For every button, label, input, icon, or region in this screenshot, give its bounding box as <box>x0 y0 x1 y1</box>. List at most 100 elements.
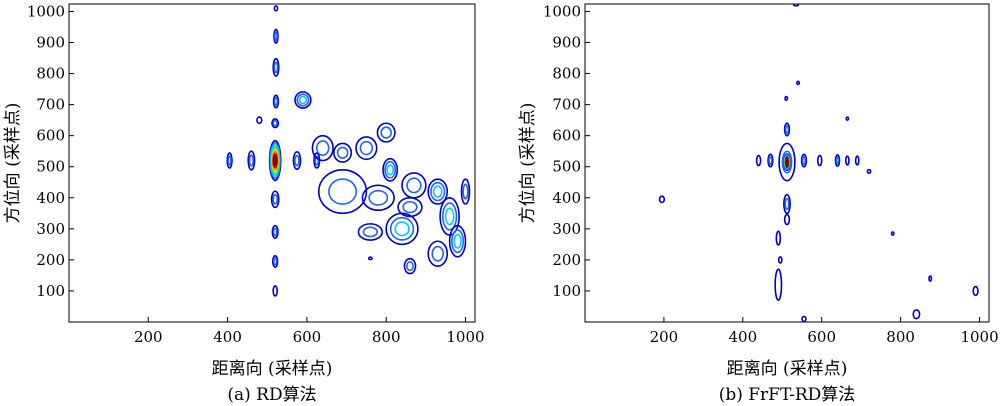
chart-a-contour-3-level-1 <box>272 227 278 237</box>
chart-a-contour-5-level-0 <box>272 285 278 297</box>
chart-a-ytick-label-8: 900 <box>36 34 65 52</box>
chart-a-contour-28-level-2 <box>444 207 455 226</box>
chart-b-yticks: 100 200 300 400 500 600 700 800 900 1000 <box>543 2 590 300</box>
chart-a-yticks: 100 200 300 400 500 600 700 800 900 1000 <box>27 2 74 300</box>
chart-a-contour-7-level-0 <box>272 57 280 77</box>
chart-a-contour-12-level-1 <box>294 154 300 167</box>
chart-a-contour-29-level-2 <box>453 233 462 249</box>
chart-a-contour-14-level-2 <box>298 95 308 105</box>
chart-b-contour-18-level-0 <box>845 116 850 121</box>
chart-b-contour-7-level-0 <box>844 155 850 166</box>
chart-a-contour-4-level-0 <box>271 255 279 268</box>
chart-a-contour-25-level-2 <box>394 221 410 237</box>
chart-a-contour-1-level-1 <box>272 119 278 127</box>
chart-a-xticks: 200 400 600 800 1000 <box>134 317 485 346</box>
chart-a-ytick-label-3: 400 <box>36 189 65 207</box>
chart-b-peak-core <box>784 156 790 169</box>
chart-b-contour-9-level-1 <box>784 197 790 211</box>
chart-b-contour-8-level-0 <box>854 155 860 166</box>
chart-b-contour-3-level-0 <box>755 154 762 167</box>
chart-a-contour-22-level-0 <box>361 184 395 212</box>
chart-b-ytick-label-0: 100 <box>552 282 581 300</box>
chart-a-contour-33-level-1 <box>462 183 469 200</box>
chart-a-ytick-label-6: 700 <box>36 96 65 114</box>
chart-a-contour-21-level-1 <box>328 178 358 205</box>
chart-a-contour-3-level-0 <box>271 224 279 239</box>
chart-a-contour-29-level-0 <box>448 224 467 258</box>
chart-a-contour-33-level-0 <box>460 178 471 205</box>
chart-a-contour-10-level-1 <box>248 154 255 167</box>
chart-b-contour-25-level-0 <box>792 4 800 7</box>
chart-a-contours <box>226 5 471 297</box>
chart-a-contour-8-level-1 <box>274 31 278 42</box>
chart-a-contour-27-level-1 <box>430 181 446 202</box>
chart-a-ytick-label-9: 1000 <box>27 2 65 20</box>
chart-a-ytick-label-4: 500 <box>36 158 65 176</box>
chart-b-xtick-label-3: 800 <box>886 328 915 346</box>
chart-b-contour-17-level-0 <box>866 168 872 175</box>
chart-a-contour-21-level-0 <box>317 169 368 215</box>
chart-b-contour-23-level-0 <box>972 285 979 297</box>
chart-a-contour-31-level-1 <box>405 261 414 272</box>
chart-b-ytick-label-9: 1000 <box>543 2 581 20</box>
chart-b-ytick-label-7: 800 <box>552 65 581 83</box>
chart-b-xticks: 200 400 600 800 1000 <box>650 317 999 346</box>
chart-b-ylabel: 方位向 (采样点) <box>518 103 538 224</box>
chart-a-contour-22-level-1 <box>368 189 389 206</box>
chart-a-contour-14-level-0 <box>294 91 312 109</box>
chart-a-contour-2-level-0 <box>270 190 280 209</box>
chart-b-caption: (b) FrFT-RD算法 <box>719 385 856 405</box>
chart-b-ytick-label-6: 700 <box>552 96 581 114</box>
chart-a-contour-27-level-0 <box>427 178 449 205</box>
chart-a-xtick-label-0: 200 <box>134 328 163 346</box>
chart-b-contour-6-level-0 <box>834 154 841 167</box>
chart-a-contour-19-level-1 <box>380 126 393 139</box>
chart-b-contour-5-level-0 <box>816 154 823 167</box>
chart-a: 200 400 600 800 1000 100 200 300 400 500 600 700 80… <box>3 2 485 405</box>
chart-a-contour-14-level-1 <box>296 93 310 107</box>
chart-b-contour-11-level-0 <box>783 122 791 137</box>
chart-b-contour-11-level-1 <box>784 125 790 134</box>
chart-a-ylabel: 方位向 (采样点) <box>3 103 23 224</box>
chart-a-peak-core <box>272 154 278 167</box>
chart-a-contour-11-level-1 <box>227 155 232 166</box>
chart-a-contour-8-level-0 <box>273 28 279 44</box>
chart-b-xtick-label-2: 600 <box>807 328 836 346</box>
chart-a-contour-19-level-0 <box>376 122 396 143</box>
chart-a-contour-12-level-0 <box>292 151 302 171</box>
chart-a-contour-20-level-2 <box>386 164 395 176</box>
chart-b-xtick-label-4: 1000 <box>960 328 998 346</box>
chart-a-contour-24-level-0 <box>397 196 423 218</box>
chart-a-contour-26-level-0 <box>357 223 384 241</box>
chart-a-contour-27-level-2 <box>432 185 443 198</box>
chart-b-contour-2-level-0 <box>767 153 774 168</box>
chart-a-contour-20-level-0 <box>382 157 399 182</box>
chart-a-contour-17-level-1 <box>336 146 349 159</box>
chart-b-contour-19-level-0 <box>658 195 666 204</box>
chart-b-contour-4-level-1 <box>801 156 807 165</box>
chart-a-contour-18-level-1 <box>359 140 374 156</box>
chart-a-contour-20-level-1 <box>384 161 397 179</box>
chart-a-caption: (a) RD算法 <box>227 385 316 405</box>
chart-a-ytick-label-5: 600 <box>36 127 65 145</box>
chart-a-ytick-label-7: 800 <box>36 65 65 83</box>
chart-a-xtick-label-2: 600 <box>293 328 322 346</box>
chart-a-contour-26-level-1 <box>362 226 378 238</box>
chart-b-ytick-label-5: 600 <box>552 127 581 145</box>
chart-a-xtick-label-1: 400 <box>213 328 242 346</box>
chart-a-xtick-label-3: 800 <box>372 328 401 346</box>
chart-b-contour-1-level-1 <box>781 150 793 174</box>
chart-a-contour-13-level-1 <box>314 155 320 166</box>
chart-a-contour-16-level-0 <box>311 134 334 162</box>
chart-a-contour-30-level-0 <box>427 240 449 267</box>
chart-b-xlabel: 距离向 (采样点) <box>727 359 848 379</box>
chart-a-contour-18-level-0 <box>355 136 378 161</box>
chart-b-contour-21-level-0 <box>928 275 933 282</box>
chart-b-axes-frame <box>584 3 990 323</box>
chart-b: 200 400 600 800 1000 100 200 300 400 500 600 700 80… <box>518 2 999 405</box>
chart-b-contour-13-level-0 <box>796 80 801 86</box>
chart-a-contour-10-level-0 <box>247 150 256 171</box>
chart-a-contour-17-level-0 <box>333 142 353 163</box>
chart-b-contour-15-level-0 <box>777 255 783 264</box>
